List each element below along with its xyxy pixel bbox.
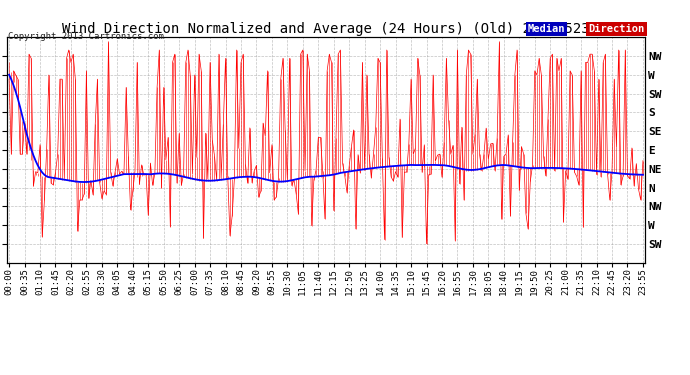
Text: Median: Median [528,24,565,34]
Text: Direction: Direction [588,24,644,34]
Text: Copyright 2013 Cartronics.com: Copyright 2013 Cartronics.com [8,32,164,41]
Title: Wind Direction Normalized and Average (24 Hours) (Old) 20130523: Wind Direction Normalized and Average (2… [62,22,590,36]
